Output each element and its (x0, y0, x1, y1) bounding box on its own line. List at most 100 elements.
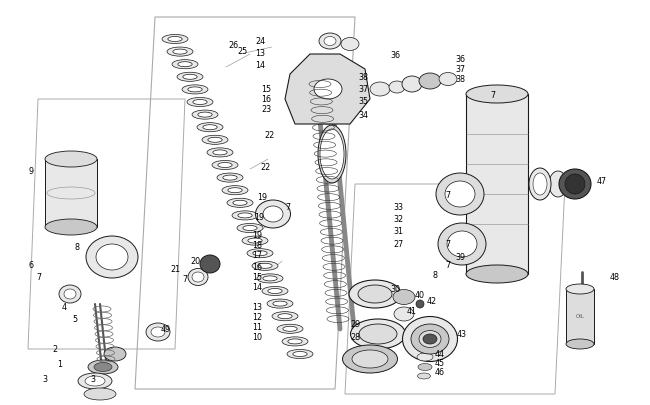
Ellipse shape (45, 151, 97, 168)
Text: 14: 14 (252, 283, 262, 292)
Ellipse shape (350, 319, 406, 349)
Ellipse shape (172, 60, 198, 70)
Ellipse shape (417, 373, 430, 379)
Ellipse shape (252, 262, 278, 271)
Ellipse shape (78, 373, 112, 389)
Text: 19: 19 (257, 193, 267, 202)
Ellipse shape (218, 163, 232, 168)
Text: 7: 7 (490, 90, 495, 99)
Text: 18: 18 (252, 241, 262, 250)
Text: 23: 23 (261, 105, 271, 114)
Text: 5: 5 (72, 315, 77, 324)
Ellipse shape (283, 326, 297, 331)
Ellipse shape (447, 231, 477, 257)
Ellipse shape (177, 73, 203, 82)
Ellipse shape (288, 339, 302, 344)
Text: 7: 7 (445, 240, 450, 249)
Text: 16: 16 (252, 263, 262, 272)
Ellipse shape (212, 161, 238, 170)
Ellipse shape (223, 176, 237, 181)
Ellipse shape (168, 37, 182, 43)
Text: 12: 12 (252, 313, 262, 322)
Ellipse shape (318, 126, 346, 183)
Ellipse shape (213, 151, 227, 156)
Ellipse shape (193, 100, 207, 105)
Text: 36: 36 (455, 55, 465, 64)
Ellipse shape (207, 149, 233, 158)
Ellipse shape (84, 388, 116, 400)
Ellipse shape (262, 287, 288, 296)
Ellipse shape (173, 50, 187, 55)
Ellipse shape (319, 34, 341, 50)
Ellipse shape (228, 188, 242, 193)
Text: 32: 32 (393, 215, 403, 224)
Text: 25: 25 (237, 47, 247, 56)
Ellipse shape (86, 237, 138, 278)
Ellipse shape (146, 323, 170, 341)
Text: 35: 35 (358, 97, 368, 106)
Polygon shape (285, 55, 370, 125)
Ellipse shape (88, 360, 118, 374)
Ellipse shape (203, 126, 217, 130)
Text: 13: 13 (252, 303, 262, 312)
Text: 7: 7 (36, 273, 41, 282)
Text: 31: 31 (393, 227, 403, 236)
Ellipse shape (183, 75, 197, 80)
Ellipse shape (188, 269, 208, 286)
Text: 41: 41 (407, 307, 417, 316)
Ellipse shape (104, 347, 126, 361)
Ellipse shape (370, 83, 390, 97)
Ellipse shape (187, 98, 213, 107)
Text: 1: 1 (57, 360, 62, 369)
Ellipse shape (94, 362, 112, 371)
Ellipse shape (352, 350, 388, 368)
Ellipse shape (272, 312, 298, 321)
Text: 42: 42 (427, 297, 437, 306)
Ellipse shape (217, 174, 243, 183)
Ellipse shape (559, 170, 591, 200)
Text: 28: 28 (350, 333, 360, 342)
Ellipse shape (162, 35, 188, 45)
Ellipse shape (202, 136, 228, 145)
Text: 45: 45 (435, 358, 445, 368)
Text: 43: 43 (457, 330, 467, 339)
Ellipse shape (227, 199, 253, 208)
Ellipse shape (257, 274, 283, 283)
Ellipse shape (417, 353, 433, 361)
Text: 19: 19 (252, 231, 262, 240)
Ellipse shape (243, 226, 257, 231)
Ellipse shape (255, 200, 291, 228)
Ellipse shape (423, 334, 437, 344)
Ellipse shape (566, 339, 594, 349)
Text: 39: 39 (455, 253, 465, 262)
Text: 20: 20 (190, 257, 200, 266)
Ellipse shape (197, 124, 223, 132)
Ellipse shape (282, 337, 308, 346)
Text: 2: 2 (52, 345, 57, 354)
Text: 30: 30 (390, 285, 400, 294)
Text: 13: 13 (255, 49, 265, 58)
Ellipse shape (341, 38, 359, 51)
Ellipse shape (192, 111, 218, 120)
Ellipse shape (232, 211, 258, 220)
Ellipse shape (267, 299, 293, 308)
Text: 9: 9 (28, 167, 33, 176)
Ellipse shape (402, 77, 422, 93)
Text: 49: 49 (161, 325, 171, 334)
Text: 10: 10 (252, 333, 262, 342)
Text: 22: 22 (260, 163, 270, 172)
Ellipse shape (419, 74, 441, 90)
Text: 6: 6 (28, 260, 33, 269)
Text: 37: 37 (455, 65, 465, 74)
Text: 15: 15 (261, 85, 271, 94)
Text: 38: 38 (455, 75, 465, 84)
Ellipse shape (293, 352, 307, 357)
Ellipse shape (182, 85, 208, 95)
Ellipse shape (349, 280, 401, 308)
Ellipse shape (278, 314, 292, 319)
Ellipse shape (198, 113, 212, 118)
Ellipse shape (393, 290, 415, 305)
Ellipse shape (247, 249, 273, 258)
Ellipse shape (248, 239, 262, 243)
Text: 27: 27 (393, 240, 403, 249)
